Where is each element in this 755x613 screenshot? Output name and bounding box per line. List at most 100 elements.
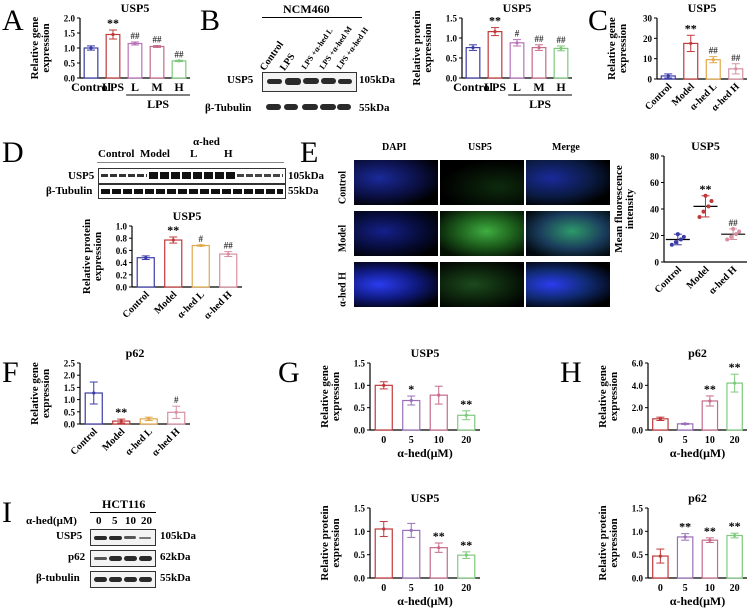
kda-label: 105kDa <box>288 170 325 182</box>
svg-text:α-hed(μM): α-hed(μM) <box>670 594 726 608</box>
lane-label: H <box>224 148 233 160</box>
svg-text:Control: Control <box>121 289 152 320</box>
svg-text:Relative geneexpression: Relative geneexpression <box>29 17 52 80</box>
blot-usp5 <box>98 168 286 184</box>
svg-text:Relative proteinexpression: Relative proteinexpression <box>319 505 342 580</box>
svg-text:2.0: 2.0 <box>64 371 76 381</box>
svg-text:6.0: 6.0 <box>632 359 644 369</box>
svg-text:2.5: 2.5 <box>64 359 76 369</box>
dose-value: 20 <box>141 515 152 527</box>
svg-text:Control: Control <box>71 80 111 94</box>
svg-text:**: ** <box>729 519 741 533</box>
svg-text:0.0: 0.0 <box>446 74 458 84</box>
svg-text:#: # <box>515 29 520 39</box>
svg-text:USP5: USP5 <box>688 1 717 15</box>
svg-text:0.0: 0.0 <box>632 426 644 436</box>
svg-text:0.6: 0.6 <box>116 246 128 256</box>
svg-text:LPS: LPS <box>529 97 551 111</box>
kda-label: 62kDa <box>160 551 191 563</box>
svg-text:5: 5 <box>409 435 414 446</box>
svg-text:0.5: 0.5 <box>354 550 366 560</box>
svg-text:10: 10 <box>643 54 653 64</box>
svg-text:**: ** <box>704 524 716 538</box>
image-usp5-model <box>440 211 524 256</box>
svg-text:0.0: 0.0 <box>116 283 128 293</box>
chart-d-protein-usp5: USP5 Relative proteinexpression 0.0 0.2 0.4 0… <box>80 208 250 333</box>
svg-text:##: ## <box>535 34 545 44</box>
chart-g-protein-usp5: USP5 Relative proteinexpression 0.0 0.5 1.0 1… <box>318 490 488 608</box>
svg-text:L: L <box>513 80 521 94</box>
svg-text:1.5: 1.5 <box>446 14 458 24</box>
svg-text:α-hed L: α-hed L <box>175 289 207 321</box>
panel-label-i: I <box>2 496 12 529</box>
svg-text:#: # <box>174 395 179 405</box>
svg-text:p62: p62 <box>688 346 707 360</box>
dose-value: 10 <box>125 515 136 527</box>
svg-text:**: ** <box>729 360 741 374</box>
svg-text:LPS: LPS <box>484 80 506 94</box>
svg-text:20: 20 <box>643 34 653 44</box>
svg-text:1.0: 1.0 <box>354 527 366 537</box>
panel-label-a: A <box>2 4 24 37</box>
header-line <box>97 162 284 163</box>
row-label: USP5 <box>68 170 95 182</box>
svg-text:##: ## <box>131 31 141 41</box>
panel-label-f: F <box>2 356 19 389</box>
svg-text:1.0: 1.0 <box>446 34 458 44</box>
lane-label: Model <box>140 148 170 160</box>
svg-text:Relative geneexpression: Relative geneexpression <box>29 362 52 425</box>
kda-label: 55kDa <box>160 572 191 584</box>
blot-usp5 <box>262 72 357 92</box>
svg-text:5: 5 <box>683 435 688 446</box>
image-merge-control <box>526 160 610 205</box>
svg-text:1.0: 1.0 <box>116 222 128 232</box>
svg-text:1.5: 1.5 <box>632 504 644 514</box>
svg-text:##: ## <box>709 46 719 56</box>
image-dapi-control <box>354 160 438 205</box>
blot-p62 <box>90 550 156 567</box>
svg-text:60: 60 <box>650 178 660 188</box>
svg-text:4.0: 4.0 <box>632 381 644 391</box>
svg-text:0: 0 <box>655 258 660 268</box>
chart-h-protein-p62: p62 Relative proteinexpression 0.0 0.5 1.0 1.… <box>596 490 755 608</box>
svg-text:1.0: 1.0 <box>632 527 644 537</box>
svg-text:0.5: 0.5 <box>354 403 366 413</box>
blot-tubulin <box>262 99 355 115</box>
svg-text:Relative geneexpression: Relative geneexpression <box>606 17 629 80</box>
svg-text:**: ** <box>489 14 501 28</box>
chart-b-protein-usp5: USP5 Relative proteinexpression 0.0 0.5 1.0 1… <box>410 0 580 112</box>
svg-text:α-hed(μM): α-hed(μM) <box>670 446 726 460</box>
image-merge-model <box>526 211 610 256</box>
svg-text:**: ** <box>679 520 691 534</box>
svg-text:α-hed L: α-hed L <box>123 426 155 458</box>
chart-a-gene-usp5: USP5 Relative geneexpression 0.0 0.5 1.0 1.5 2… <box>28 0 198 112</box>
svg-text:1.0: 1.0 <box>64 44 76 54</box>
svg-text:##: ## <box>224 241 234 251</box>
svg-text:0.0: 0.0 <box>354 426 366 436</box>
svg-text:0: 0 <box>381 435 386 446</box>
svg-text:##: ## <box>731 53 741 63</box>
panel-label-b: B <box>200 4 221 37</box>
svg-text:α-hed H: α-hed H <box>202 289 235 322</box>
svg-text:0.5: 0.5 <box>64 407 76 417</box>
svg-text:USP5: USP5 <box>173 209 202 223</box>
svg-text:p62: p62 <box>126 346 145 360</box>
dose-value: 5 <box>112 515 118 527</box>
svg-text:0.2: 0.2 <box>116 270 128 280</box>
row-header: α-hed H <box>337 272 349 307</box>
svg-text:##: ## <box>729 218 739 228</box>
blot-b: NCM460 Control LPS LPS +α-hed L LPS +α-h… <box>205 0 395 130</box>
kda-label: 55kDa <box>359 102 390 114</box>
svg-text:Relative proteinexpression: Relative proteinexpression <box>81 219 104 294</box>
svg-text:1.5: 1.5 <box>354 359 366 369</box>
svg-text:α-hed(μM): α-hed(μM) <box>397 594 453 608</box>
header-line <box>90 512 156 513</box>
column-header: Merge <box>552 142 580 153</box>
kda-label: 55kDa <box>288 185 319 197</box>
group-header: α-hed <box>193 136 220 148</box>
svg-text:10: 10 <box>434 435 444 446</box>
svg-text:LPS: LPS <box>147 97 169 111</box>
svg-text:##: ## <box>175 49 185 59</box>
svg-text:0.5: 0.5 <box>446 54 458 64</box>
chart-h-gene-p62: p62 Relative geneexpression 0.0 2.0 4.0 6.0 0 5… <box>596 345 755 460</box>
